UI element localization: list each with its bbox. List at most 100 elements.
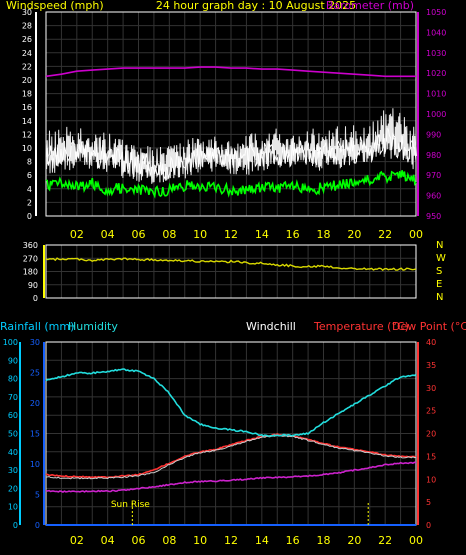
rain-tick-label: 5	[35, 491, 40, 500]
x-tick-label: 00	[409, 228, 423, 241]
x-tick-label: 06	[132, 534, 146, 547]
y-tick-label: 0	[13, 521, 18, 530]
y-tick-label: 30	[22, 8, 32, 17]
y-tick-label: 4	[27, 185, 32, 194]
series-temperature	[45, 433, 417, 479]
compass-label: N	[436, 292, 443, 303]
y2-tick-label: 20	[426, 430, 436, 439]
x-tick-label: 20	[347, 534, 361, 547]
wind-barometer-panel: Windspeed (mph) 24 hour graph day : 10 Au…	[6, 0, 446, 241]
panel-frame	[45, 244, 417, 299]
y2-tick-label: 1040	[426, 28, 446, 37]
legend-label: Rainfall (mm)	[0, 320, 74, 333]
annotation-label: Sun Rise	[111, 500, 150, 510]
x-tick-label: 00	[409, 534, 423, 547]
y2-tick-label: 25	[426, 407, 436, 416]
y2-tick-label: 1000	[426, 110, 446, 119]
y-tick-label: 100	[3, 338, 18, 347]
rain-tick-label: 30	[30, 338, 40, 347]
y-tick-label: 8	[27, 158, 32, 167]
series-windspeed	[45, 128, 417, 180]
x-tick-label: 06	[132, 228, 146, 241]
x-tick-label: 20	[347, 228, 361, 241]
y-tick-label: 6	[27, 171, 32, 180]
y-tick-label: 60	[8, 411, 18, 420]
x-tick-label: 12	[224, 228, 238, 241]
x-tick-label: 02	[70, 534, 84, 547]
y-tick-label: 16	[22, 103, 32, 112]
legend-label: Windchill	[246, 320, 296, 333]
y-tick-label: 90	[28, 281, 38, 290]
y-tick-label: 10	[8, 503, 18, 512]
y-tick-label: 18	[22, 90, 32, 99]
y2-tick-label: 40	[426, 338, 436, 347]
y-tick-label: 30	[8, 466, 18, 475]
y-tick-label: 14	[22, 117, 32, 126]
y-tick-label: 70	[8, 393, 18, 402]
y2-tick-label: 1050	[426, 8, 446, 17]
legend-label: Humidity	[68, 320, 118, 333]
x-tick-label: 04	[101, 534, 115, 547]
x-tick-label: 22	[378, 534, 392, 547]
y-tick-label: 0	[27, 212, 32, 221]
x-tick-label: 08	[162, 228, 176, 241]
y-tick-label: 180	[23, 268, 38, 277]
y-tick-label: 80	[8, 375, 18, 384]
y2-tick-label: 35	[426, 361, 436, 370]
y-tick-label: 0	[33, 294, 38, 303]
legend-label: Temperature (°C)	[313, 320, 409, 333]
x-tick-label: 08	[162, 534, 176, 547]
chart-title: 24 hour graph day : 10 August 2025	[156, 0, 356, 12]
y2-tick-label: 0	[426, 521, 431, 530]
y2-tick-label: 990	[426, 130, 441, 139]
x-tick-label: 04	[101, 228, 115, 241]
rain-tick-label: 25	[30, 369, 40, 378]
panel-frame	[45, 11, 417, 217]
y2-tick-label: 970	[426, 171, 441, 180]
y-tick-label: 50	[8, 430, 18, 439]
rain-tick-label: 20	[30, 399, 40, 408]
x-tick-label: 22	[378, 228, 392, 241]
y-tick-label: 20	[22, 76, 32, 85]
y-tick-label: 360	[23, 241, 38, 250]
y2-tick-label: 1030	[426, 49, 446, 58]
rain-tick-label: 15	[30, 430, 40, 439]
x-tick-label: 16	[286, 228, 300, 241]
y-tick-label: 28	[22, 22, 32, 31]
y-tick-label: 270	[23, 254, 38, 263]
series-wind-average	[45, 170, 417, 199]
x-tick-label: 10	[193, 534, 207, 547]
compass-label: E	[436, 279, 442, 290]
series-humidity	[45, 368, 417, 437]
y2-tick-label: 1010	[426, 90, 446, 99]
y-tick-label: 90	[8, 356, 18, 365]
y2-tick-label: 950	[426, 212, 441, 221]
y2-tick-label: 5	[426, 498, 431, 507]
y-tick-label: 40	[8, 448, 18, 457]
y2-tick-label: 960	[426, 192, 441, 201]
temperature-humidity-panel: Rainfall (mm)Humidity Windchill Temperatur…	[0, 320, 466, 547]
y2-tick-label: 30	[426, 384, 436, 393]
y-tick-label: 10	[22, 144, 32, 153]
y-tick-label: 12	[22, 130, 32, 139]
x-tick-label: 02	[70, 228, 84, 241]
y-tick-label: 22	[22, 62, 32, 71]
compass-label: W	[436, 253, 446, 264]
x-tick-label: 18	[317, 228, 331, 241]
compass-label: S	[436, 266, 442, 277]
rain-tick-label: 10	[30, 460, 40, 469]
x-tick-label: 16	[286, 534, 300, 547]
x-tick-label: 14	[255, 534, 269, 547]
compass-label: N	[436, 240, 443, 251]
y2-tick-label: 980	[426, 151, 441, 160]
left-axis-title: Windspeed (mph)	[6, 0, 104, 12]
y2-tick-label: 1020	[426, 69, 446, 78]
x-tick-label: 14	[255, 228, 269, 241]
rain-tick-label: 0	[35, 521, 40, 530]
y2-tick-label: 10	[426, 475, 436, 484]
series-dewpoint	[45, 461, 417, 493]
series-barometer	[45, 66, 416, 78]
